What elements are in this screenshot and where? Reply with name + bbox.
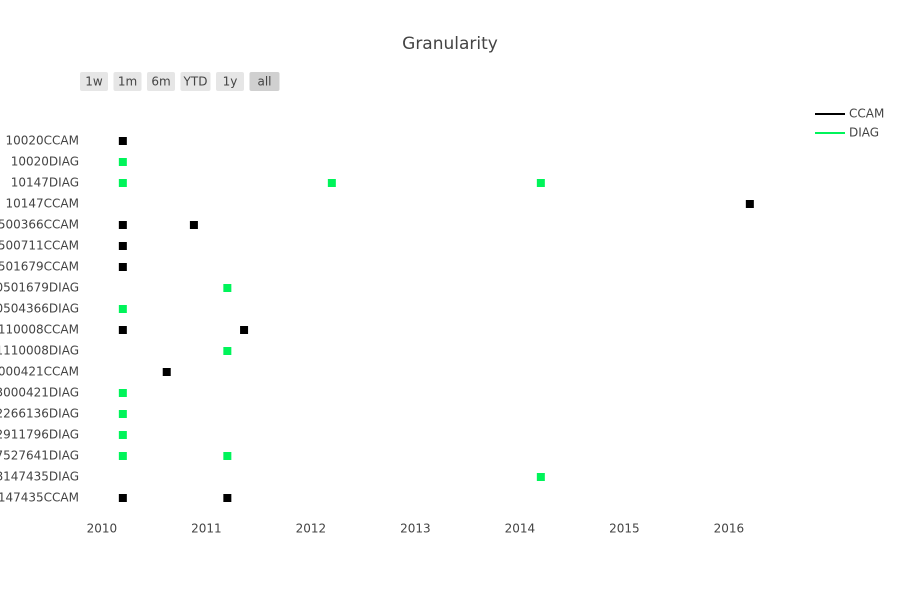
y-tick-label: 0501679CCAM [0,260,79,274]
marker [536,179,545,187]
y-tick-label: 10020CCAM [6,134,80,148]
x-tick-label: 2010 [87,522,118,536]
marker [118,137,127,145]
button-bg [147,72,175,91]
button-bg [113,72,142,91]
range-button[interactable]: 1y [216,72,244,91]
marker [118,326,127,334]
marker [223,452,232,460]
button-bg [249,72,280,91]
marker [223,284,232,292]
y-tick-label: 2266136DIAG [0,407,79,421]
button-bg [180,72,211,91]
y-tick-label: 3000421CCAM [0,365,79,379]
marker [118,263,127,271]
marker [118,389,127,397]
chart-title: Granularity [402,34,498,54]
y-tick-label: 0504366DIAG [0,302,79,316]
button-label[interactable]: 1w [85,75,103,89]
y-tick-label: 7527641DIAG [0,449,79,463]
range-button[interactable]: YTD [180,72,211,91]
marker [118,179,127,187]
marker [118,410,127,418]
marker [240,326,249,334]
range-button[interactable]: 6m [147,72,175,91]
y-tick-label: 3000421DIAG [0,386,79,400]
range-button[interactable]: 1m [113,72,142,91]
range-button[interactable]: 1w [80,72,108,91]
x-tick-label: 2012 [296,522,327,536]
button-bg [80,72,108,91]
marker [223,347,232,355]
marker [118,305,127,313]
x-tick-label: 2016 [714,522,745,536]
marker [189,221,198,229]
marker [118,158,127,166]
button-label[interactable]: 1y [223,75,238,89]
marker [118,431,127,439]
marker [118,221,127,229]
y-tick-label: 10020DIAG [11,155,79,169]
y-tick-label: 1110008CCAM [0,323,79,337]
x-tick-label: 2015 [609,522,640,536]
y-tick-label: 8147435CCAM [0,491,79,505]
marker [327,179,336,187]
legend-label: CCAM [849,107,884,121]
y-tick-label: 2911796DIAG [0,428,79,442]
y-tick-label: 0500711CCAM [0,239,79,253]
y-tick-label: 10147CCAM [6,197,80,211]
marker [118,242,127,250]
marker [536,473,545,481]
button-label[interactable]: YTD [183,75,208,89]
marker [118,494,127,502]
y-tick-label: 8147435DIAG [0,470,79,484]
marker [223,494,232,502]
y-tick-label: 0500366CCAM [0,218,79,232]
range-button[interactable]: all [249,72,280,91]
y-tick-label: 10147DIAG [11,176,79,190]
marker [118,452,127,460]
button-label[interactable]: 6m [151,75,170,89]
button-label[interactable]: all [257,75,271,89]
legend-label: DIAG [849,126,879,140]
y-tick-label: 0501679DIAG [0,281,79,295]
x-tick-label: 2014 [505,522,536,536]
button-label[interactable]: 1m [118,75,137,89]
x-tick-label: 2011 [191,522,222,536]
marker [162,368,171,376]
x-tick-label: 2013 [400,522,431,536]
y-tick-label: 1110008DIAG [0,344,79,358]
marker [745,200,754,208]
button-bg [216,72,244,91]
